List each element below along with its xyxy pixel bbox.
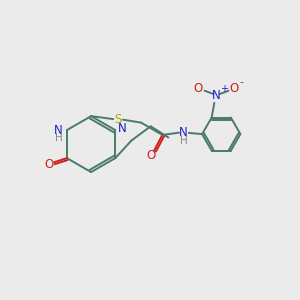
Text: N: N	[179, 125, 188, 139]
Text: N: N	[54, 124, 63, 136]
Text: O: O	[146, 148, 155, 161]
Text: O: O	[194, 82, 203, 95]
Text: N: N	[117, 122, 126, 135]
Text: N: N	[212, 88, 220, 102]
Text: -: -	[240, 77, 244, 87]
Text: S: S	[115, 112, 122, 126]
Text: +: +	[220, 84, 228, 94]
Text: O: O	[45, 158, 54, 171]
Text: H: H	[180, 136, 188, 146]
Text: H: H	[55, 134, 62, 143]
Text: O: O	[230, 82, 239, 95]
